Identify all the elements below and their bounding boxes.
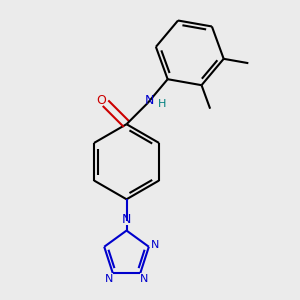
Text: N: N	[152, 240, 160, 250]
Text: O: O	[96, 94, 106, 106]
Text: N: N	[144, 94, 154, 106]
Text: N: N	[140, 274, 149, 284]
Text: N: N	[122, 213, 131, 226]
Text: N: N	[104, 274, 113, 284]
Text: H: H	[158, 99, 166, 109]
